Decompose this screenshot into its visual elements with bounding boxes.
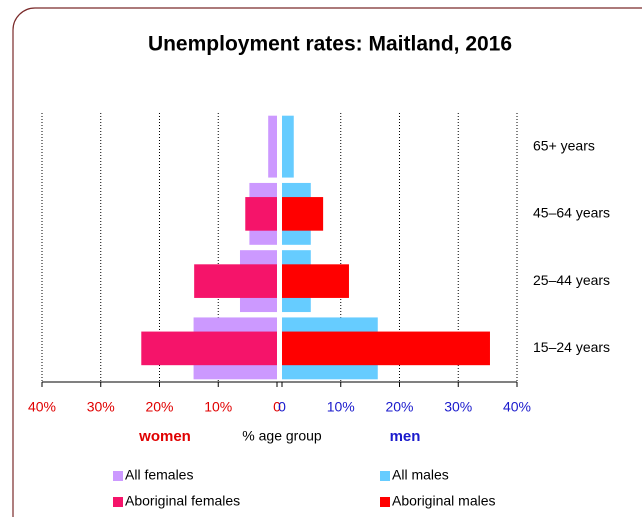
x-tick-label: 40%: [28, 399, 56, 415]
x-tick-label: 20%: [145, 399, 173, 415]
x-tick-label: 10%: [204, 399, 232, 415]
bar: [194, 264, 277, 298]
legend-swatch: [113, 471, 123, 481]
bar: [282, 331, 490, 366]
bar: [268, 115, 277, 178]
chart-title: Unemployment rates: Maitland, 2016: [148, 33, 512, 56]
legend-label: Aboriginal females: [125, 493, 240, 509]
x-tick-label: 40%: [503, 399, 531, 415]
x-tick-label: 30%: [444, 399, 472, 415]
x-tick-label: 30%: [87, 399, 115, 415]
category-label: 15–24 years: [533, 339, 610, 355]
category-label: 25–44 years: [533, 272, 610, 288]
legend-swatch: [380, 497, 390, 507]
legend-label: All females: [125, 467, 193, 483]
frame: [12, 7, 642, 517]
bar: [245, 197, 277, 231]
bar: [141, 331, 277, 366]
bar: [282, 264, 349, 298]
legend-label: Aboriginal males: [392, 493, 496, 509]
x-axis-label: % age group: [242, 428, 322, 444]
x-tick-label: 0: [278, 399, 286, 415]
bar: [282, 197, 324, 231]
x-tick-label: 20%: [385, 399, 413, 415]
x-tick-label: 10%: [327, 399, 355, 415]
men-label: men: [390, 428, 421, 445]
x-tick-label: 0: [273, 399, 281, 415]
legend-swatch: [380, 471, 390, 481]
category-label: 65+ years: [533, 137, 595, 153]
legend-label: All males: [392, 467, 449, 483]
category-label: 45–64 years: [533, 205, 610, 221]
bar: [282, 115, 294, 178]
legend-swatch: [113, 497, 123, 507]
women-label: women: [138, 428, 191, 445]
